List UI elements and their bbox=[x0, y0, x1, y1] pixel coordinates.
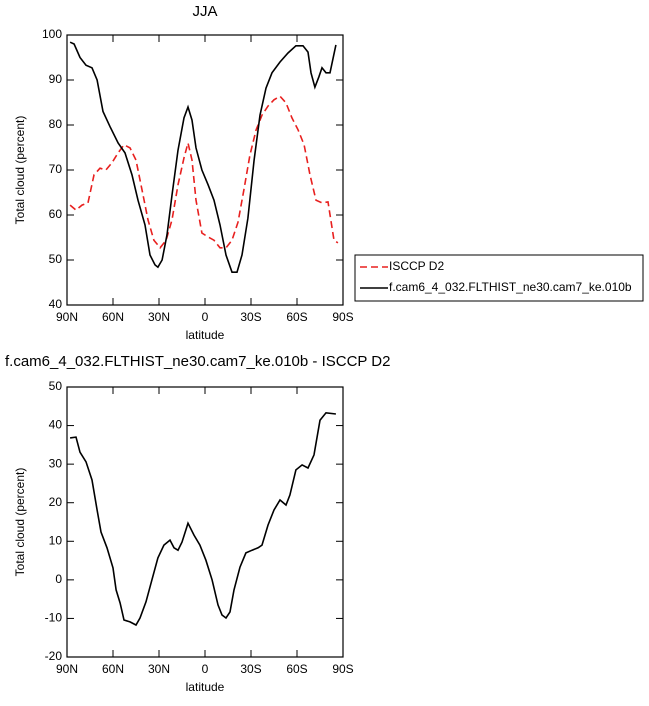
y-tick-label: 90 bbox=[49, 72, 63, 86]
y-tick-label: 10 bbox=[49, 533, 63, 547]
x-tick-label: 0 bbox=[202, 310, 209, 324]
legend-label: ISCCP D2 bbox=[389, 259, 444, 273]
y-tick-label: 20 bbox=[49, 495, 63, 509]
chart-title: JJA bbox=[192, 3, 217, 20]
x-tick-label: 60N bbox=[102, 662, 124, 676]
y-axis-label: Total cloud (percent) bbox=[13, 116, 27, 225]
x-tick-label: 30S bbox=[240, 310, 261, 324]
x-tick-label: 60S bbox=[286, 310, 307, 324]
x-tick-label: 90N bbox=[56, 310, 78, 324]
y-tick-label: 80 bbox=[49, 117, 63, 131]
x-tick-label: 60N bbox=[102, 310, 124, 324]
chart-title: f.cam6_4_032.FLTHIST_ne30.cam7_ke.010b -… bbox=[5, 353, 390, 370]
x-tick-label: 30N bbox=[148, 310, 170, 324]
legend-box bbox=[354, 254, 644, 302]
x-tick-label: 60S bbox=[286, 662, 307, 676]
x-tick-label: 90S bbox=[332, 662, 353, 676]
y-tick-label: 100 bbox=[42, 27, 62, 41]
y-tick-label: 30 bbox=[49, 456, 63, 470]
y-tick-label: 40 bbox=[49, 297, 63, 311]
series-line bbox=[69, 411, 336, 627]
x-tick-label: 30S bbox=[240, 662, 261, 676]
y-tick-label: -10 bbox=[45, 611, 63, 625]
x-axis-label: latitude bbox=[186, 328, 225, 342]
plot-frame bbox=[66, 386, 344, 658]
y-tick-label: -20 bbox=[45, 649, 63, 663]
y-tick-label: 50 bbox=[49, 379, 63, 393]
series-line bbox=[69, 41, 337, 273]
x-axis-label: latitude bbox=[186, 680, 225, 694]
y-tick-label: 50 bbox=[49, 252, 63, 266]
x-tick-label: 90S bbox=[332, 310, 353, 324]
legend-label: f.cam6_4_032.FLTHIST_ne30.cam7_ke.010b bbox=[389, 280, 632, 294]
plot-frame bbox=[66, 34, 344, 306]
series-line bbox=[69, 95, 339, 250]
y-tick-label: 40 bbox=[49, 418, 63, 432]
y-tick-label: 60 bbox=[49, 207, 63, 221]
y-tick-label: 0 bbox=[55, 572, 62, 586]
x-tick-label: 0 bbox=[202, 662, 209, 676]
y-tick-label: 70 bbox=[49, 162, 63, 176]
y-axis-label: Total cloud (percent) bbox=[13, 468, 27, 577]
x-tick-label: 90N bbox=[56, 662, 78, 676]
x-tick-label: 30N bbox=[148, 662, 170, 676]
